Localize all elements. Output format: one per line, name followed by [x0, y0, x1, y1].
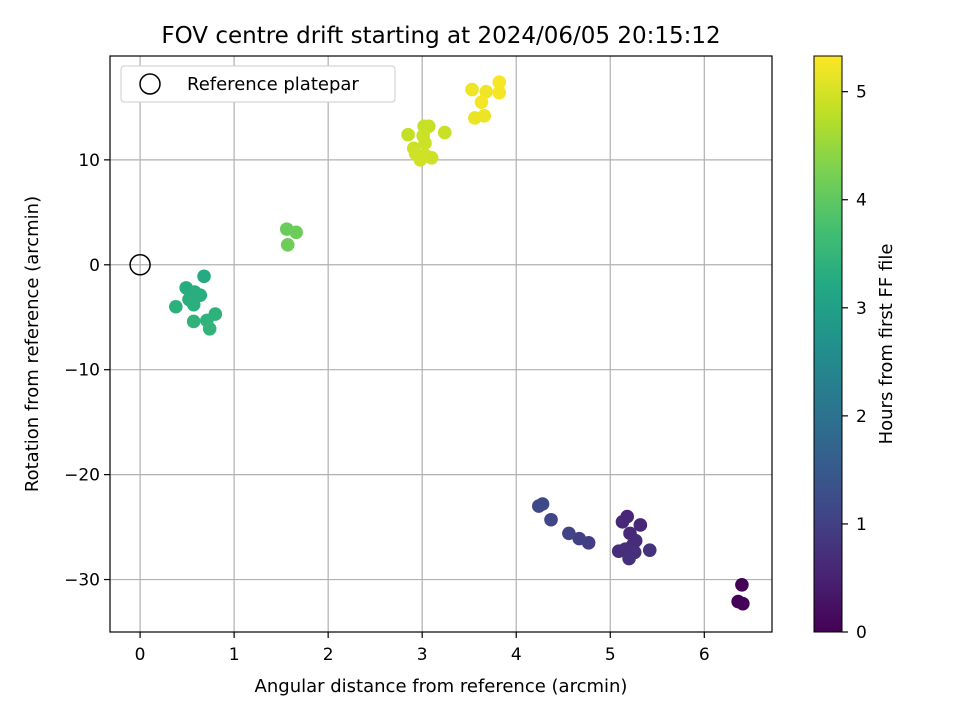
data-point	[622, 551, 636, 566]
data-point	[169, 299, 183, 314]
legend-box	[120, 65, 396, 103]
chart-title: FOV centre drift starting at 2024/06/05 …	[161, 23, 720, 49]
x-tick-label: 5	[605, 645, 616, 665]
y-tick-label: −20	[64, 466, 100, 486]
y-tick-label: −10	[64, 361, 100, 381]
colorbar-tick-label: 3	[856, 299, 867, 319]
data-point	[468, 111, 482, 125]
data-point	[418, 136, 432, 150]
data-point	[492, 75, 507, 90]
data-point	[572, 531, 587, 546]
data-point	[492, 85, 507, 100]
data-point	[401, 127, 415, 142]
x-tick-label: 2	[323, 645, 334, 665]
data-point	[535, 497, 550, 511]
data-point	[562, 526, 576, 541]
plot-frame	[109, 55, 773, 633]
x-tick-label: 4	[511, 645, 522, 665]
data-point	[193, 288, 208, 303]
data-point	[413, 153, 428, 167]
colorbar-tick-label: 4	[856, 191, 867, 211]
x-tick-label: 0	[135, 645, 146, 665]
data-point	[197, 269, 211, 284]
colorbar-tick-label: 2	[856, 407, 867, 427]
data-point	[544, 512, 558, 527]
y-tick-label: 0	[89, 256, 100, 276]
x-tick-label: 6	[699, 645, 710, 665]
data-point	[736, 596, 750, 611]
data-point	[186, 314, 201, 329]
y-tick-label: −30	[64, 571, 100, 591]
data-point	[474, 95, 489, 109]
y-axis-label: Rotation from reference (arcmin)	[22, 196, 43, 492]
grid-lines	[110, 56, 772, 632]
colorbar-gradient	[813, 55, 843, 633]
colorbar-ticks: 0 1 2 3 4 5	[842, 83, 867, 643]
data-point	[615, 515, 630, 529]
data-point	[437, 125, 452, 140]
colorbar: 0 1 2 3 4 5 Hours from first FF file	[813, 55, 897, 643]
legend-label: Reference platepar	[187, 74, 359, 95]
colorbar-tick-label: 5	[856, 83, 867, 103]
data-point	[479, 84, 493, 99]
x-axis-label: Angular distance from reference (arcmin)	[255, 676, 628, 697]
legend-reference-marker	[139, 73, 161, 95]
data-point	[202, 321, 217, 336]
data-point	[424, 150, 439, 165]
colorbar-tick-label: 1	[856, 515, 867, 535]
legend: Reference platepar	[120, 65, 396, 103]
reference-platepar-marker	[129, 254, 151, 276]
colorbar-label: Hours from first FF file	[876, 244, 897, 445]
x-tick-label: 1	[229, 645, 240, 665]
y-axis-ticks: −30 −20 −10 0 10	[64, 151, 110, 591]
x-axis-ticks: 0 1 2 3 4 5 6	[135, 632, 710, 665]
data-point	[735, 577, 749, 592]
colorbar-tick-label: 0	[856, 623, 867, 643]
y-tick-label: 10	[78, 151, 100, 171]
data-point	[289, 225, 303, 240]
data-point	[633, 518, 648, 532]
data-point	[186, 297, 201, 312]
x-tick-label: 3	[417, 645, 428, 665]
data-point	[280, 238, 295, 252]
data-point	[642, 543, 657, 557]
data-points	[129, 75, 750, 611]
data-point	[465, 82, 479, 97]
